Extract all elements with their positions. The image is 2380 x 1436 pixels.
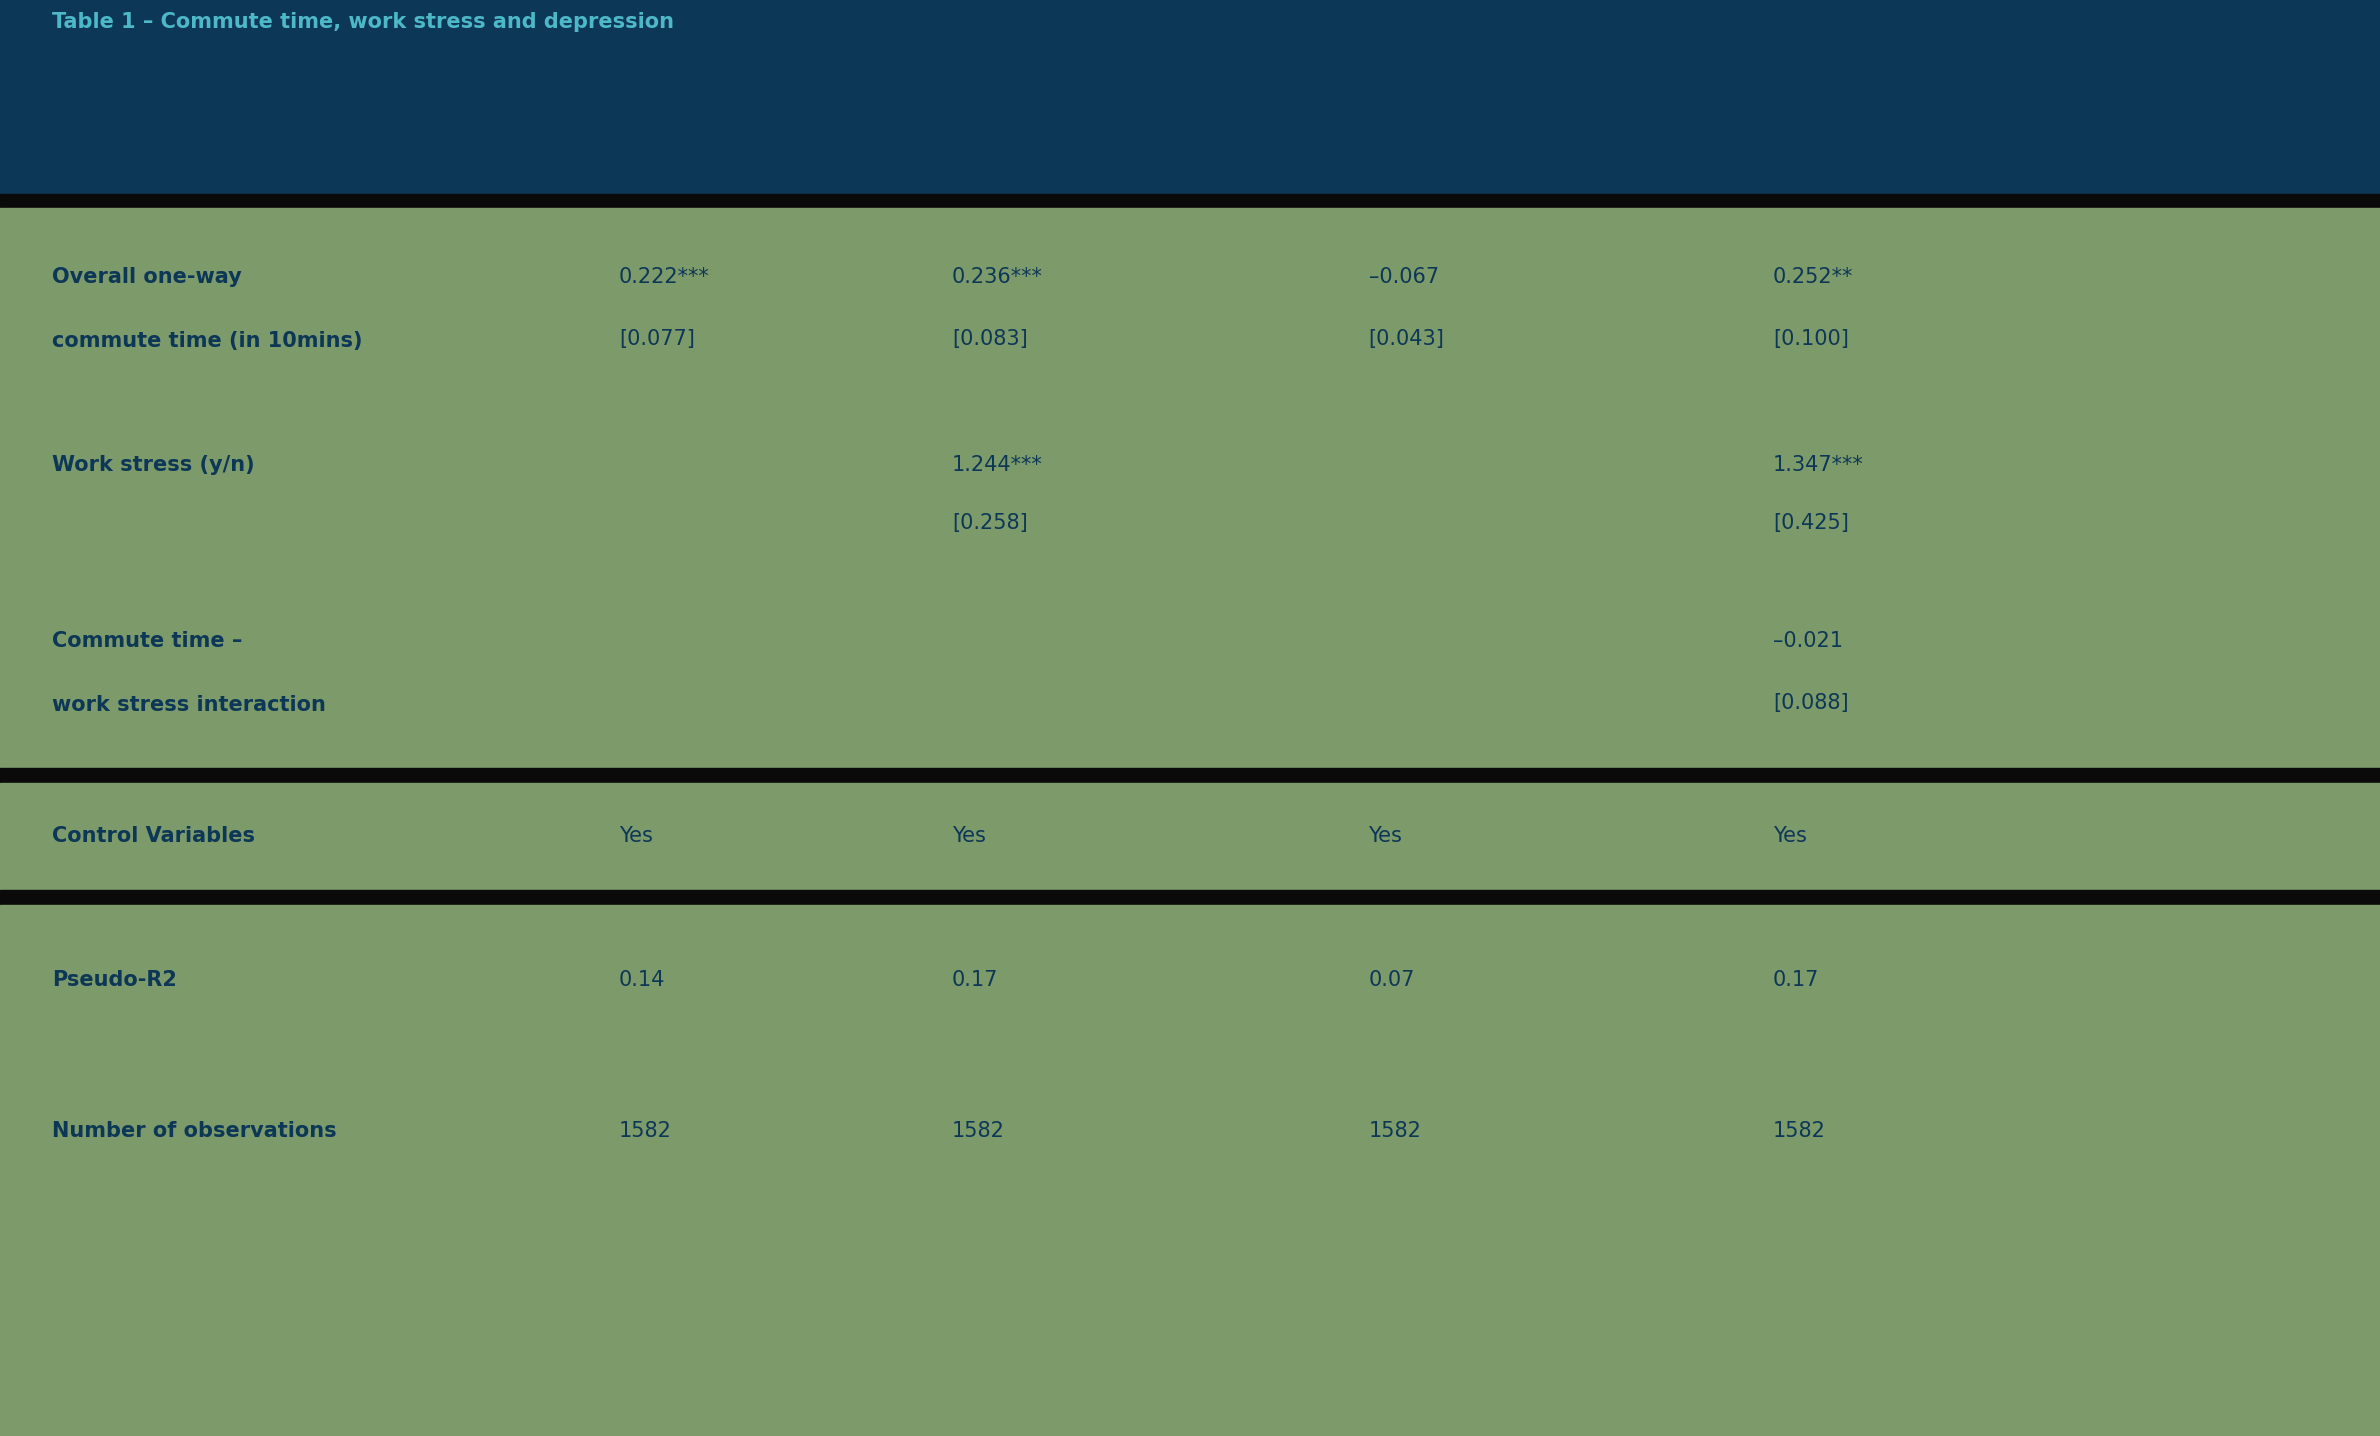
Bar <box>0 905 2380 1206</box>
Text: 0.222***: 0.222*** <box>619 267 709 287</box>
Text: Number of observations: Number of observations <box>52 1122 338 1140</box>
Text: –0.067: –0.067 <box>1368 267 1438 287</box>
Text: 0.252**: 0.252** <box>1773 267 1854 287</box>
Bar <box>0 783 2380 890</box>
Text: [0.083]: [0.083] <box>952 329 1028 349</box>
Text: Yes: Yes <box>1368 827 1402 846</box>
Text: 1.347***: 1.347*** <box>1773 455 1864 475</box>
Text: Yes: Yes <box>1773 827 1806 846</box>
Bar <box>0 194 2380 208</box>
Text: 0.17: 0.17 <box>1773 971 1818 989</box>
Text: commute time (in 10mins): commute time (in 10mins) <box>52 330 362 350</box>
Text: Yes: Yes <box>619 827 652 846</box>
Text: Commute time –: Commute time – <box>52 632 243 652</box>
Text: 0.17: 0.17 <box>952 971 997 989</box>
Text: 1582: 1582 <box>619 1122 671 1140</box>
Bar <box>0 1206 2380 1436</box>
Bar <box>0 43 2380 194</box>
Text: 1.244***: 1.244*** <box>952 455 1042 475</box>
Bar <box>0 0 2380 43</box>
Text: [0.425]: [0.425] <box>1773 513 1849 533</box>
Text: Control Variables: Control Variables <box>52 827 255 846</box>
Text: 1582: 1582 <box>1773 1122 1825 1140</box>
Text: [0.077]: [0.077] <box>619 329 695 349</box>
Text: work stress interaction: work stress interaction <box>52 695 326 715</box>
Bar <box>0 768 2380 783</box>
Text: Table 1 – Commute time, work stress and depression: Table 1 – Commute time, work stress and … <box>52 11 674 32</box>
Text: 1582: 1582 <box>952 1122 1004 1140</box>
Text: Work stress (y/n): Work stress (y/n) <box>52 455 255 475</box>
Text: 0.14: 0.14 <box>619 971 664 989</box>
Text: Overall one-way: Overall one-way <box>52 267 243 287</box>
Text: 0.07: 0.07 <box>1368 971 1414 989</box>
Text: Yes: Yes <box>952 827 985 846</box>
Text: 0.236***: 0.236*** <box>952 267 1042 287</box>
Text: –0.021: –0.021 <box>1773 632 1842 652</box>
Text: [0.088]: [0.088] <box>1773 694 1849 714</box>
Bar <box>0 208 2380 768</box>
Text: 1582: 1582 <box>1368 1122 1421 1140</box>
Text: [0.043]: [0.043] <box>1368 329 1445 349</box>
Bar <box>0 890 2380 905</box>
Text: [0.258]: [0.258] <box>952 513 1028 533</box>
Text: [0.100]: [0.100] <box>1773 329 1849 349</box>
Text: Pseudo-R2: Pseudo-R2 <box>52 971 176 989</box>
